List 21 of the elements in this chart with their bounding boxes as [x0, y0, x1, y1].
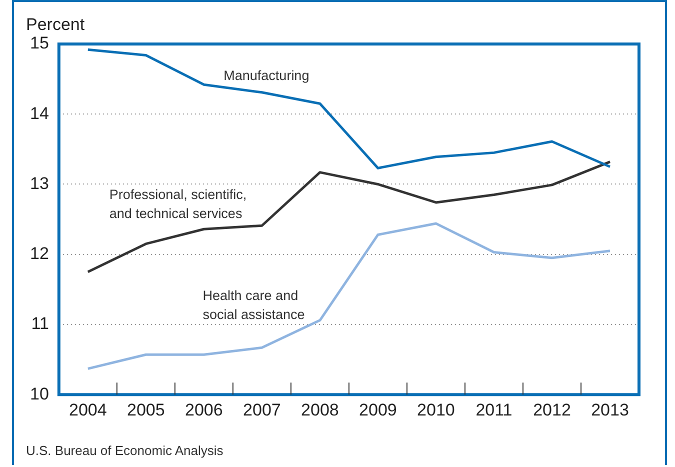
- x-tick-label: 2012: [533, 400, 571, 420]
- x-tick-label: 2011: [476, 400, 512, 420]
- x-tick-label: 2013: [591, 400, 629, 420]
- y-tick-label: 14: [30, 104, 49, 123]
- y-tick-label: 10: [30, 384, 49, 404]
- x-tick-label: 2009: [359, 400, 397, 420]
- y-tick-label: 11: [31, 314, 49, 334]
- x-tick-label: 2007: [243, 400, 281, 420]
- x-tick-label: 2010: [417, 400, 455, 420]
- series-label: Health care and social assistance: [202, 288, 305, 322]
- x-tick-label: 2004: [69, 400, 107, 420]
- x-tick-label: 2006: [185, 400, 223, 420]
- y-tick-label: 15: [30, 34, 49, 53]
- x-tick-label: 2008: [301, 400, 339, 420]
- text: U.S. Bureau of Economic Analysis: [26, 443, 224, 458]
- x-tick-label: 2005: [127, 400, 165, 420]
- series-label: Professional, scientific, and technical services: [109, 187, 247, 222]
- series-label: Manufacturing: [224, 68, 310, 83]
- y-tick-label: 12: [30, 244, 49, 264]
- y-tick-label: 13: [30, 174, 49, 193]
- y-axis-title: Percent: [26, 15, 85, 34]
